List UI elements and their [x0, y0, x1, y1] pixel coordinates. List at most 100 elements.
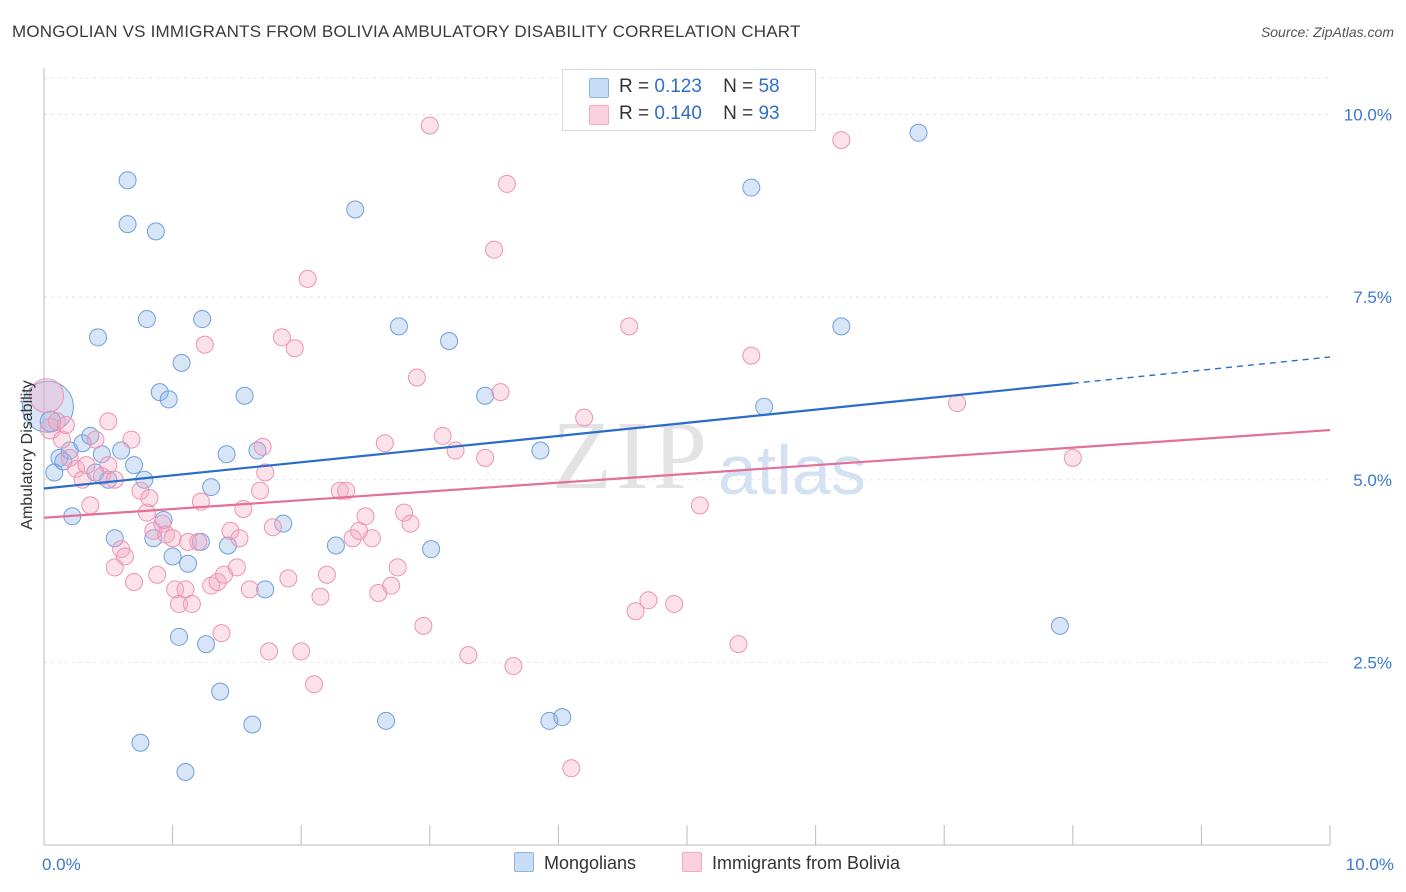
bolivia-point [330, 481, 349, 500]
bolivia-point [575, 408, 594, 427]
mongolians-point [235, 386, 254, 405]
bolivia-point [105, 558, 124, 577]
bolivia-point [53, 430, 72, 449]
bolivia-point [221, 521, 240, 540]
legend-n-value: 58 [758, 76, 780, 97]
legend-n-value: 93 [758, 103, 780, 124]
bolivia-point [279, 569, 298, 588]
bolivia-point [179, 532, 198, 551]
bolivia-point [446, 441, 465, 460]
mongolians-point [832, 317, 851, 336]
bolivia-point [362, 529, 381, 548]
mongolians-point [755, 397, 774, 416]
bolivia-point [195, 335, 214, 354]
bolivia-point [620, 317, 639, 336]
x-tick-label: 10.0% [1346, 855, 1394, 874]
mongolians-point [81, 426, 100, 445]
mongolians-point [326, 536, 345, 555]
mongolians-point [197, 635, 216, 654]
bolivia-legend-label: Immigrants from Bolivia [712, 853, 901, 873]
bolivia-point [125, 573, 144, 592]
source-label: Source: ZipAtlas.com [1260, 24, 1394, 40]
bolivia-point [729, 635, 748, 654]
bolivia-point [47, 412, 66, 431]
bolivia-point [459, 646, 478, 665]
bolivia-point [137, 503, 156, 522]
bolivia-point [253, 437, 272, 456]
legend-r-value: 0.123 [654, 76, 702, 97]
mongolians-point [531, 441, 550, 460]
mongolians-point [476, 386, 495, 405]
mongolians-point [89, 328, 108, 347]
bolivia-point [208, 573, 227, 592]
bolivia-point [311, 587, 330, 606]
y-axis-label: Ambulatory Disability [19, 380, 36, 530]
mongolians-point [118, 171, 137, 190]
mongolians-point [176, 762, 195, 781]
bolivia-point [60, 448, 79, 467]
bolivia-point [420, 116, 439, 135]
legend-r-value: 0.140 [654, 103, 702, 124]
bolivia-point [189, 532, 208, 551]
bolivia-point [407, 368, 426, 387]
bolivia-point [285, 339, 304, 358]
mongolians-point [909, 123, 928, 142]
y-tick-label: 10.0% [1344, 106, 1392, 125]
bolivia-point [240, 580, 259, 599]
mongolians-point [377, 711, 396, 730]
bolivia-point [56, 415, 75, 434]
bottom-legend-bolivia: Immigrants from Bolivia [682, 852, 900, 874]
legend-r-label: R = [619, 103, 650, 124]
mongolians-point [422, 540, 441, 559]
bolivia-point [305, 675, 324, 694]
mongolians-point [193, 310, 212, 329]
mongolians-point [243, 715, 262, 734]
bolivia-point [140, 489, 159, 508]
bolivia-point [343, 529, 362, 548]
mongolians-point [170, 627, 189, 646]
bolivia-point [414, 616, 433, 635]
bolivia-point [497, 174, 516, 193]
mongolians-point [274, 514, 293, 533]
bolivia-legend-swatch [682, 852, 702, 872]
bolivia-point [375, 434, 394, 453]
bolivia-point [272, 328, 291, 347]
bottom-legend-mongolians: Mongolians [514, 852, 636, 874]
mongolians-point [112, 441, 131, 460]
bolivia-point [251, 481, 270, 500]
bolivia-point [665, 594, 684, 613]
bolivia-point [317, 565, 336, 584]
bolivia-point [388, 558, 407, 577]
bolivia-swatch [589, 105, 609, 125]
bolivia-trend-line [43, 428, 1331, 519]
bolivia-point [131, 481, 150, 500]
bolivia-point [260, 642, 279, 661]
mongolians-point [346, 200, 365, 219]
mongolians-swatch [589, 78, 609, 98]
bolivia-point [116, 547, 135, 566]
mongolians-point [159, 390, 178, 409]
mongolians-point [1050, 616, 1069, 635]
legend-n-label: N = [723, 103, 754, 124]
mongolians-point [146, 222, 165, 241]
bolivia-point [948, 394, 967, 413]
bolivia-point [562, 759, 581, 778]
bolivia-point [626, 602, 645, 621]
mongolians-trend-extension [1072, 356, 1331, 385]
mongolians-point [179, 554, 198, 573]
bolivia-point [163, 529, 182, 548]
bolivia-point [485, 240, 504, 259]
mongolians-point [125, 456, 144, 475]
bolivia-point [166, 580, 185, 599]
bolivia-point [1063, 448, 1082, 467]
bolivia-point [67, 459, 86, 478]
bolivia-point [298, 269, 317, 288]
stats-legend: R = 0.123 N = 58 R = 0.140 N = 93 [562, 69, 816, 131]
bolivia-point [832, 131, 851, 150]
bolivia-point [263, 518, 282, 537]
x-tick-label: 0.0% [42, 855, 81, 874]
bolivia-point [86, 430, 105, 449]
bolivia-point [742, 346, 761, 365]
bolivia-point [227, 558, 246, 577]
